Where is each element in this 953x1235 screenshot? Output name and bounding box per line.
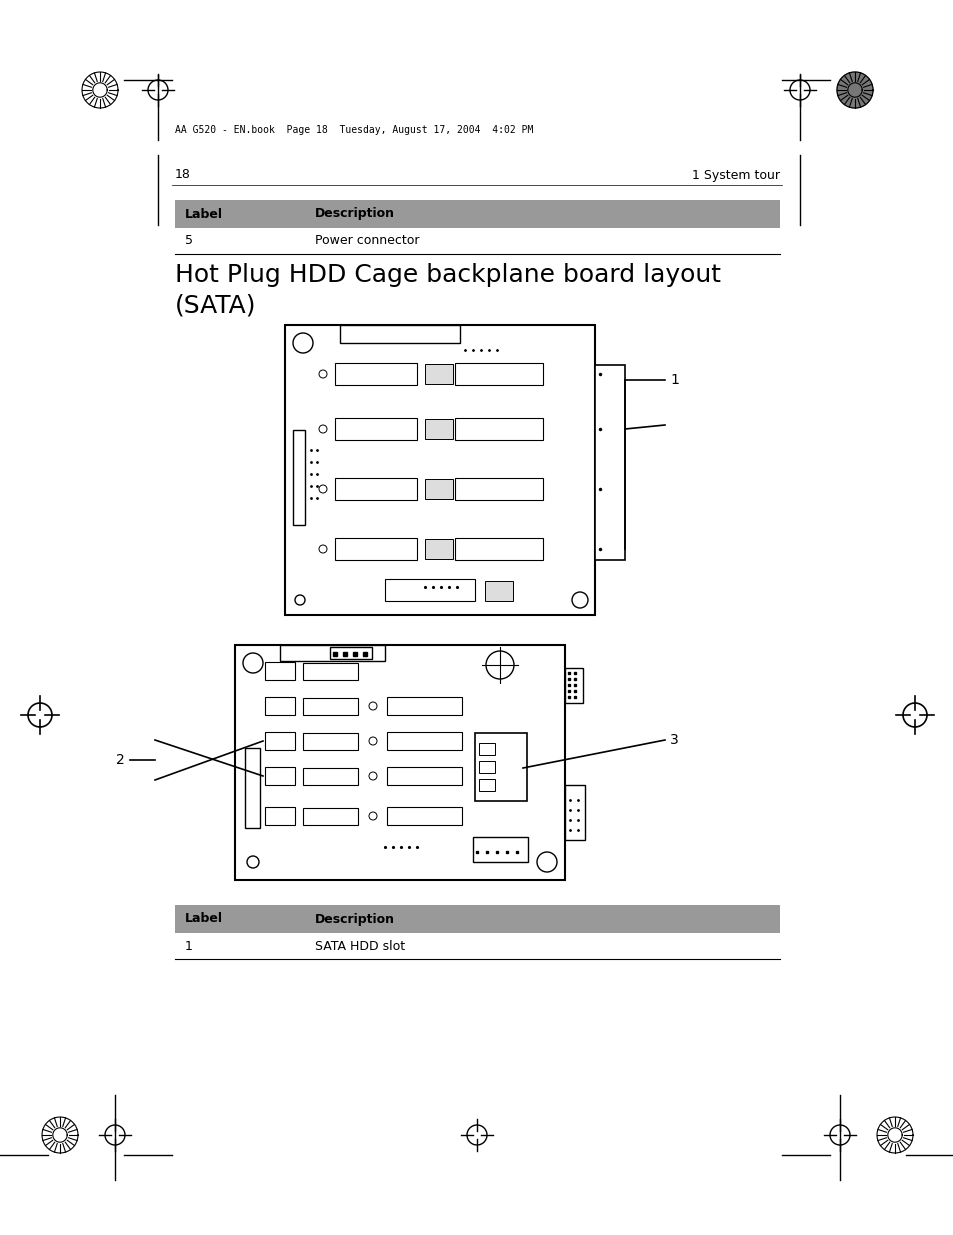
Text: Power connector: Power connector — [314, 235, 419, 247]
Bar — [564, 668, 582, 703]
Bar — [385, 579, 475, 601]
Bar — [595, 366, 624, 559]
Text: Hot Plug HDD Cage backplane board layout: Hot Plug HDD Cage backplane board layout — [174, 263, 720, 287]
Bar — [424, 479, 453, 499]
Bar — [265, 732, 294, 750]
Bar — [293, 430, 305, 525]
Bar — [424, 364, 453, 384]
Polygon shape — [836, 72, 872, 107]
Bar — [484, 580, 513, 601]
Bar — [265, 767, 294, 785]
Text: 2: 2 — [116, 753, 125, 767]
Bar — [265, 662, 294, 680]
Text: Description: Description — [314, 207, 395, 221]
Bar — [475, 734, 526, 802]
Bar — [478, 743, 495, 755]
Bar — [473, 837, 527, 862]
Bar — [424, 538, 453, 559]
Bar — [174, 200, 780, 228]
Bar — [455, 363, 542, 385]
Text: Label: Label — [185, 207, 223, 221]
Bar — [387, 806, 461, 825]
Text: SATA HDD slot: SATA HDD slot — [314, 940, 405, 952]
Bar — [285, 325, 595, 615]
Text: Description: Description — [314, 913, 395, 925]
Text: 1 System tour: 1 System tour — [691, 168, 780, 182]
Text: 1: 1 — [185, 940, 193, 952]
Text: Label: Label — [185, 913, 223, 925]
Bar — [245, 748, 260, 827]
Bar — [303, 663, 357, 680]
Text: 1: 1 — [669, 373, 679, 387]
Bar — [335, 417, 416, 440]
Text: (SATA): (SATA) — [174, 293, 256, 317]
Text: 3: 3 — [669, 734, 678, 747]
Bar — [330, 647, 372, 659]
Bar — [303, 768, 357, 785]
Bar — [280, 645, 385, 661]
Bar — [564, 785, 584, 840]
Bar — [265, 697, 294, 715]
Bar — [174, 905, 780, 932]
Bar — [455, 538, 542, 559]
Bar — [303, 808, 357, 825]
Bar — [478, 761, 495, 773]
Text: 5: 5 — [185, 235, 193, 247]
Bar — [387, 767, 461, 785]
Bar — [387, 732, 461, 750]
Bar — [424, 419, 453, 438]
Bar — [387, 697, 461, 715]
Bar — [335, 363, 416, 385]
Bar — [303, 734, 357, 750]
Bar — [335, 538, 416, 559]
Bar — [335, 478, 416, 500]
Bar — [234, 645, 564, 881]
Bar — [265, 806, 294, 825]
Bar — [455, 417, 542, 440]
Bar — [455, 478, 542, 500]
Text: AA G520 - EN.book  Page 18  Tuesday, August 17, 2004  4:02 PM: AA G520 - EN.book Page 18 Tuesday, Augus… — [174, 125, 533, 135]
Text: 18: 18 — [174, 168, 191, 182]
Bar — [339, 325, 459, 343]
Bar — [478, 779, 495, 790]
Bar — [303, 698, 357, 715]
